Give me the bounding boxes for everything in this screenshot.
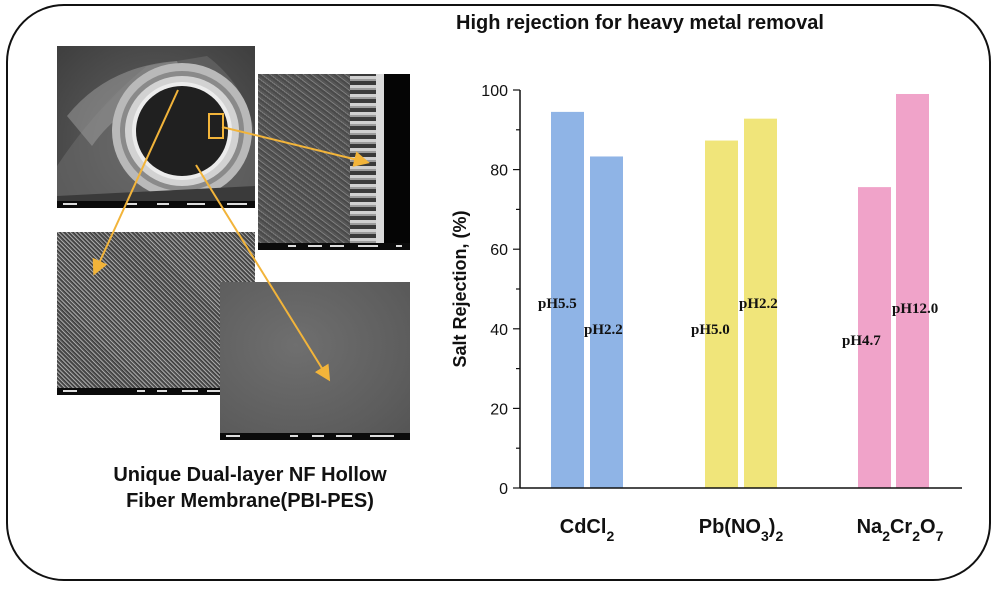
y-tick-label: 20 bbox=[490, 401, 508, 418]
bar-label: pH5.5 bbox=[538, 296, 577, 312]
y-tick-label: 0 bbox=[499, 481, 508, 498]
arrow-to-top-surface bbox=[92, 89, 179, 276]
membrane-caption: Unique Dual-layer NF Hollow Fiber Membra… bbox=[40, 462, 460, 514]
bar-0-1 bbox=[590, 156, 623, 488]
bar-label: pH2.2 bbox=[584, 322, 623, 338]
bar-2-0 bbox=[858, 187, 891, 488]
x-category-label: Na2Cr2O7 bbox=[857, 516, 944, 544]
y-tick-label: 60 bbox=[490, 242, 508, 259]
caption-line-1: Unique Dual-layer NF Hollow bbox=[113, 464, 387, 486]
arrow-to-wall-section bbox=[221, 126, 370, 167]
y-tick-label: 100 bbox=[481, 83, 508, 100]
hollow-fiber-cross-section bbox=[57, 56, 255, 208]
bar-label: pH12.0 bbox=[892, 301, 938, 317]
y-tick-label: 40 bbox=[490, 322, 508, 339]
rounded-frame bbox=[6, 4, 991, 581]
bar-label: pH4.7 bbox=[842, 333, 881, 349]
arrow-to-outer-surface bbox=[195, 164, 331, 382]
x-category-label: CdCl2 bbox=[560, 516, 615, 544]
bar-label: pH5.0 bbox=[691, 322, 730, 338]
sem-outer-surface-image bbox=[220, 282, 410, 440]
sem-wall-section-image bbox=[258, 74, 410, 250]
caption-line-2: Fiber Membrane(PBI-PES) bbox=[126, 490, 374, 512]
x-category-label: Pb(NO3)2 bbox=[699, 516, 784, 544]
bar-label: pH2.2 bbox=[739, 296, 778, 312]
figure-title: High rejection for heavy metal removal bbox=[456, 12, 824, 34]
bar-1-1 bbox=[744, 118, 777, 488]
y-tick-label: 80 bbox=[490, 163, 508, 180]
bar-1-0 bbox=[705, 140, 738, 488]
bar-2-1 bbox=[896, 93, 929, 488]
bar-0-0 bbox=[551, 111, 584, 488]
y-axis-title: Salt Rejection, (%) bbox=[450, 210, 470, 367]
